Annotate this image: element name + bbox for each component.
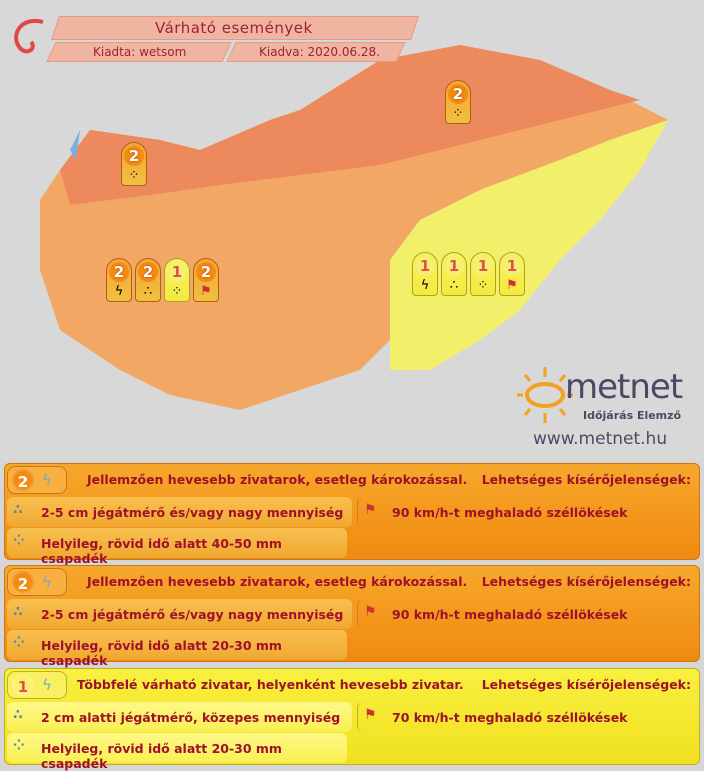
map-marker[interactable]: 2 ∴: [135, 258, 161, 302]
wind-item: ⚑ 70 km/h-t meghaladó széllökések: [357, 702, 657, 732]
thunderstorm-icon: ϟ: [42, 471, 52, 489]
map-marker[interactable]: 1 ⚑: [499, 252, 525, 296]
thunderstorm-icon: ϟ: [420, 278, 430, 293]
thunderstorm-icon: ϟ: [114, 284, 124, 299]
panel-title: Többfelé várható zivatar, helyenként hev…: [77, 677, 464, 692]
rain-icon: ⁘: [477, 278, 489, 293]
accompanying-label: Lehetséges kísérőjelenségek:: [481, 677, 691, 692]
hail-icon: ∴: [13, 502, 23, 518]
wind-sock-icon: ⚑: [364, 502, 377, 518]
hail-item: ∴ 2-5 cm jégátmérő és/vagy nagy mennyiség: [7, 497, 352, 527]
wind-icon: ⚑: [200, 284, 212, 299]
wind-item: ⚑ 90 km/h-t meghaladó széllökések: [357, 497, 657, 527]
wind-icon: ⚑: [506, 278, 518, 293]
rain-icon: ⁘: [171, 284, 183, 299]
hail-item: ∴ 2-5 cm jégátmérő és/vagy nagy mennyiség: [7, 599, 352, 629]
rain-icon: ⁘: [13, 533, 25, 549]
warning-map: [40, 45, 668, 410]
wind-sock-icon: ⚑: [364, 707, 377, 723]
rain-icon: ⁘: [128, 168, 140, 183]
map-marker[interactable]: 2 ⚑: [193, 258, 219, 302]
map-marker[interactable]: 2 ⁘: [445, 80, 471, 124]
zone-level1: [390, 120, 668, 370]
map-marker[interactable]: 1 ∴: [441, 252, 467, 296]
sun-icon: [517, 367, 573, 423]
hail-icon: ∴: [13, 707, 23, 723]
accompanying-label: Lehetséges kísérőjelenségek:: [481, 574, 691, 589]
thunderstorm-icon: ϟ: [42, 676, 52, 694]
rain-icon: ⁘: [13, 635, 25, 651]
rain-item: ⁘ Helyileg, rövid idő alatt 40-50 mm csap…: [7, 528, 347, 566]
map-marker[interactable]: 1 ⁘: [470, 252, 496, 296]
hail-icon: ∴: [449, 278, 459, 293]
rain-item: ⁘ Helyileg, rövid idő alatt 20-30 mm csap…: [7, 630, 347, 668]
rain-item: ⁘ Helyileg, rövid idő alatt 20-30 mm csap…: [7, 733, 347, 771]
zone-level2: [40, 45, 668, 410]
wind-sock-icon: ⚑: [364, 604, 377, 620]
thunderstorm-icon: ϟ: [42, 573, 52, 591]
wind-item: ⚑ 90 km/h-t meghaladó széllökések: [357, 599, 657, 629]
map-marker[interactable]: 2 ⁘: [121, 142, 147, 186]
hail-item: ∴ 2 cm alatti jégátmérő, közepes mennyisé…: [7, 702, 352, 732]
rain-icon: ⁘: [452, 106, 464, 121]
issued-by: Kiadta: wetsom: [93, 45, 187, 59]
panel-title: Jellemzően hevesebb zivatarok, esetleg k…: [87, 472, 468, 487]
website-url[interactable]: www.metnet.hu: [533, 429, 668, 449]
rain-icon: ⁘: [13, 738, 25, 754]
panel-title: Jellemzően hevesebb zivatarok, esetleg k…: [87, 574, 468, 589]
map-marker[interactable]: 1 ⁘: [164, 258, 190, 302]
curl-ornament-icon: [14, 18, 44, 54]
hail-icon: ∴: [13, 604, 23, 620]
map-header: Várható események Kiadta: wetsom Kiadva:…: [14, 16, 419, 64]
zone-level2-north: [60, 45, 640, 205]
issued-date: Kiadva: 2020.06.28.: [259, 45, 381, 59]
map-title: Várható események: [155, 19, 313, 37]
hail-icon: ∴: [143, 284, 153, 299]
accompanying-label: Lehetséges kísérőjelenségek:: [481, 472, 691, 487]
